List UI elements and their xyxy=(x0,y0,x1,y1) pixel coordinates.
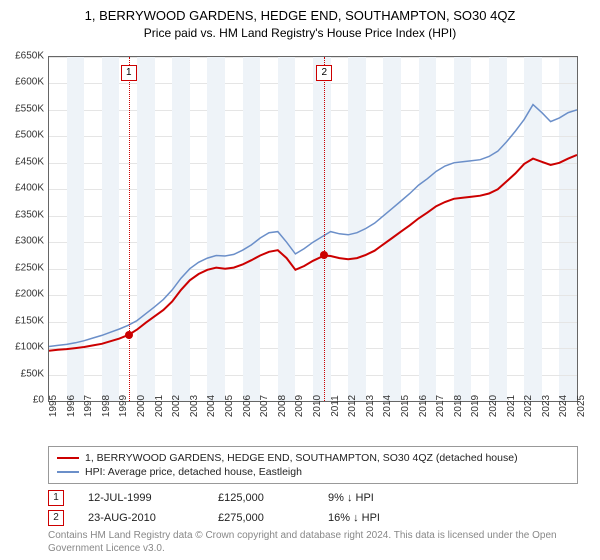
sale-delta: 9% ↓ HPI xyxy=(328,492,438,504)
x-axis-label: 1998 xyxy=(101,395,112,417)
y-axis-label: £350K xyxy=(15,209,44,220)
x-axis-label: 1997 xyxy=(83,395,94,417)
sale-row-marker: 1 xyxy=(48,490,64,506)
x-axis-label: 2003 xyxy=(189,395,200,417)
x-axis-label: 2016 xyxy=(418,395,429,417)
x-axis-label: 2008 xyxy=(277,395,288,417)
y-axis-label: £150K xyxy=(15,315,44,326)
y-axis-label: £250K xyxy=(15,262,44,273)
y-axis-label: £450K xyxy=(15,156,44,167)
sale-dot xyxy=(320,251,328,259)
x-axis-label: 2004 xyxy=(206,395,217,417)
x-axis-label: 2024 xyxy=(558,395,569,417)
x-axis-label: 2000 xyxy=(136,395,147,417)
chart-title-address: 1, BERRYWOOD GARDENS, HEDGE END, SOUTHAM… xyxy=(0,0,600,23)
x-axis-label: 2015 xyxy=(400,395,411,417)
y-axis-label: £600K xyxy=(15,77,44,88)
x-axis-label: 2023 xyxy=(541,395,552,417)
sale-marker-box: 1 xyxy=(121,65,137,81)
x-axis-label: 2010 xyxy=(312,395,323,417)
sale-delta: 16% ↓ HPI xyxy=(328,512,438,524)
legend-box: 1, BERRYWOOD GARDENS, HEDGE END, SOUTHAM… xyxy=(48,446,578,484)
y-axis-label: £300K xyxy=(15,236,44,247)
sale-row: 2 23-AUG-2010£275,00016% ↓ HPI xyxy=(48,508,578,528)
x-axis-label: 1995 xyxy=(48,395,59,417)
y-axis-label: £400K xyxy=(15,183,44,194)
x-axis-label: 2007 xyxy=(259,395,270,417)
x-axis-label: 2017 xyxy=(435,395,446,417)
x-axis-label: 2009 xyxy=(294,395,305,417)
chart-area: 12 £0£50K£100K£150K£200K£250K£300K£350K£… xyxy=(48,56,578,416)
chart-title-sub: Price paid vs. HM Land Registry's House … xyxy=(0,23,600,40)
x-axis-label: 2022 xyxy=(523,395,534,417)
sale-price: £125,000 xyxy=(218,492,328,504)
y-axis-label: £50K xyxy=(21,368,44,379)
sale-dot xyxy=(125,331,133,339)
sale-price: £275,000 xyxy=(218,512,328,524)
x-axis-label: 2020 xyxy=(488,395,499,417)
sales-table: 1 12-JUL-1999£125,0009% ↓ HPI 2 23-AUG-2010… xyxy=(48,488,578,528)
legend-item: 1, BERRYWOOD GARDENS, HEDGE END, SOUTHAM… xyxy=(57,451,569,465)
x-axis-label: 2013 xyxy=(365,395,376,417)
legend-swatch xyxy=(57,457,79,459)
sale-date: 12-JUL-1999 xyxy=(88,492,218,504)
legend-label: HPI: Average price, detached house, East… xyxy=(85,466,302,478)
x-axis-label: 2005 xyxy=(224,395,235,417)
x-axis-label: 2006 xyxy=(242,395,253,417)
x-axis-label: 2019 xyxy=(470,395,481,417)
sale-row: 1 12-JUL-1999£125,0009% ↓ HPI xyxy=(48,488,578,508)
x-axis-label: 2021 xyxy=(506,395,517,417)
sale-marker-line xyxy=(324,57,325,401)
y-axis-label: £100K xyxy=(15,342,44,353)
x-axis-label: 2012 xyxy=(347,395,358,417)
x-axis-label: 2025 xyxy=(576,395,587,417)
y-axis-label: £500K xyxy=(15,130,44,141)
sale-marker-box: 2 xyxy=(316,65,332,81)
legend-swatch xyxy=(57,471,79,473)
chart-container: 1, BERRYWOOD GARDENS, HEDGE END, SOUTHAM… xyxy=(0,0,600,560)
x-axis-label: 2011 xyxy=(330,395,341,417)
x-axis-label: 2018 xyxy=(453,395,464,417)
x-axis-label: 2002 xyxy=(171,395,182,417)
sale-row-marker: 2 xyxy=(48,510,64,526)
y-axis-label: £200K xyxy=(15,289,44,300)
x-axis-label: 1999 xyxy=(118,395,129,417)
y-axis-label: £550K xyxy=(15,103,44,114)
y-axis-label: £0 xyxy=(33,395,44,406)
sale-marker-line xyxy=(129,57,130,401)
y-axis-label: £650K xyxy=(15,51,44,62)
x-axis-label: 1996 xyxy=(66,395,77,417)
legend-label: 1, BERRYWOOD GARDENS, HEDGE END, SOUTHAM… xyxy=(85,452,518,464)
legend-item: HPI: Average price, detached house, East… xyxy=(57,465,569,479)
plot-box: 12 xyxy=(48,56,578,402)
footer-licence: Contains HM Land Registry data © Crown c… xyxy=(48,530,578,555)
x-axis-label: 2014 xyxy=(382,395,393,417)
x-axis-label: 2001 xyxy=(154,395,165,417)
sale-date: 23-AUG-2010 xyxy=(88,512,218,524)
